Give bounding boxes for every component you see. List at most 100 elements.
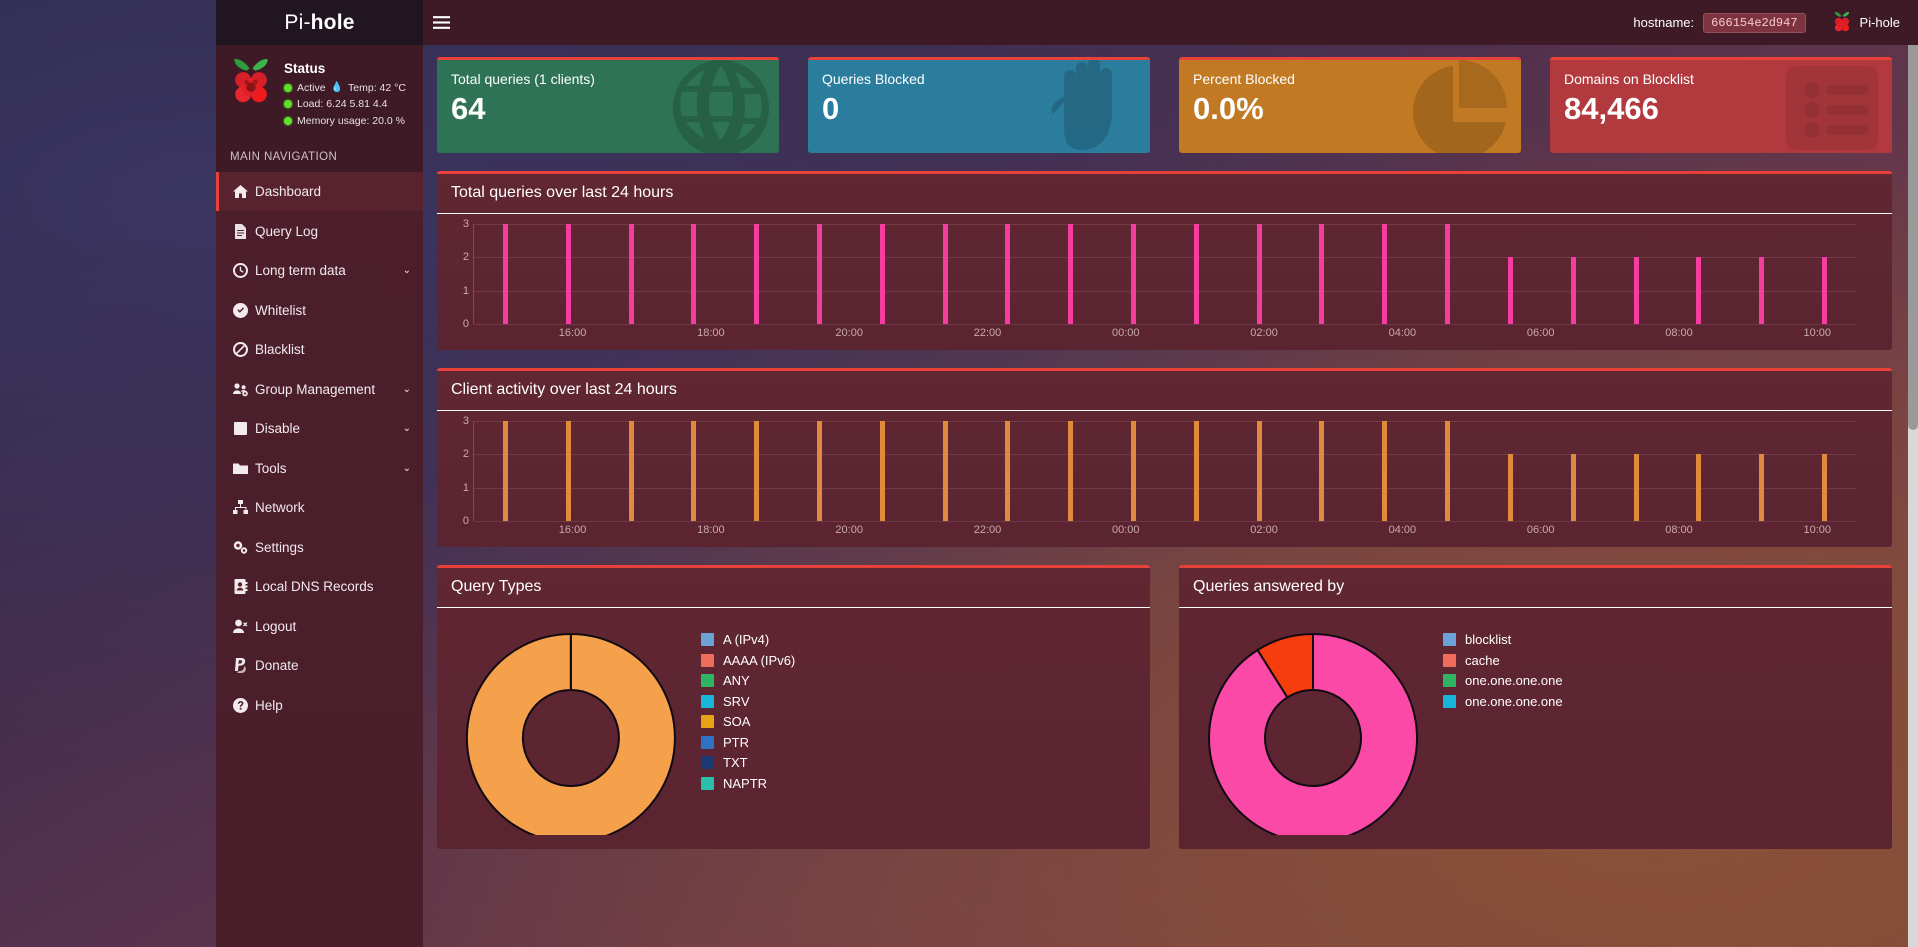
bar-slot[interactable] xyxy=(1416,421,1479,521)
bar[interactable] xyxy=(1821,454,1827,521)
bar[interactable] xyxy=(879,224,885,324)
bar-slot[interactable] xyxy=(1165,224,1228,324)
chart-total-queries[interactable]: 0 1 2 3 16:00 18:00 20:00 22:00 00:00 02:00 04:00 0… xyxy=(451,218,1878,342)
legend-item[interactable]: blocklist xyxy=(1443,632,1878,647)
scrollbar-thumb[interactable] xyxy=(1908,0,1918,430)
bar[interactable] xyxy=(1445,224,1451,324)
bar[interactable] xyxy=(816,421,822,521)
bar-slot[interactable] xyxy=(1353,224,1416,324)
bar-slot[interactable] xyxy=(1291,421,1354,521)
bar[interactable] xyxy=(1256,224,1262,324)
bar[interactable] xyxy=(1570,257,1576,324)
bar-slot[interactable] xyxy=(537,224,600,324)
sidebar-item-disable[interactable]: Disable ⌄ xyxy=(216,409,423,449)
sidebar-item-long-term-data[interactable]: Long term data ⌄ xyxy=(216,251,423,291)
bar[interactable] xyxy=(1759,454,1765,521)
hamburger-icon[interactable] xyxy=(423,0,459,45)
sidebar-item-query-log[interactable]: Query Log xyxy=(216,211,423,251)
bar[interactable] xyxy=(942,224,948,324)
bar-slot[interactable] xyxy=(1667,224,1730,324)
bar[interactable] xyxy=(628,224,634,324)
stat-card-total-queries-1-clients-[interactable]: Total queries (1 clients) 64 xyxy=(437,57,779,153)
donut-queries-answered-by[interactable] xyxy=(1193,620,1433,835)
bar-slot[interactable] xyxy=(788,224,851,324)
sidebar-item-network[interactable]: Network xyxy=(216,488,423,528)
sidebar-item-group-management[interactable]: Group Management ⌄ xyxy=(216,369,423,409)
bar[interactable] xyxy=(942,421,948,521)
bar-slot[interactable] xyxy=(1102,224,1165,324)
bar-slot[interactable] xyxy=(1228,224,1291,324)
bar-slot[interactable] xyxy=(474,224,537,324)
bar-slot[interactable] xyxy=(1416,224,1479,324)
bar[interactable] xyxy=(1696,257,1702,324)
bar[interactable] xyxy=(816,224,822,324)
bar[interactable] xyxy=(565,421,571,521)
legend-item[interactable]: ANY xyxy=(701,673,1136,688)
bar[interactable] xyxy=(1005,224,1011,324)
sidebar-item-help[interactable]: Help xyxy=(216,685,423,725)
bar-slot[interactable] xyxy=(1228,421,1291,521)
bar[interactable] xyxy=(754,421,760,521)
stat-card-queries-blocked[interactable]: Queries Blocked 0 xyxy=(808,57,1150,153)
bar-slot[interactable] xyxy=(662,224,725,324)
bar[interactable] xyxy=(502,224,508,324)
bar[interactable] xyxy=(1131,224,1137,324)
bar[interactable] xyxy=(565,224,571,324)
bar-slot[interactable] xyxy=(977,421,1040,521)
legend-item[interactable]: one.one.one.one xyxy=(1443,673,1878,688)
sidebar-item-dashboard[interactable]: Dashboard xyxy=(216,171,423,212)
bar[interactable] xyxy=(691,224,697,324)
bar-slot[interactable] xyxy=(1479,421,1542,521)
brand-logo[interactable]: Pi-hole xyxy=(216,0,423,45)
bar-slot[interactable] xyxy=(914,421,977,521)
bar-slot[interactable] xyxy=(788,421,851,521)
legend-item[interactable]: SRV xyxy=(701,694,1136,709)
bar-slot[interactable] xyxy=(1039,224,1102,324)
stat-card-domains-on-blocklist[interactable]: Domains on Blocklist 84,466 xyxy=(1550,57,1892,153)
user-menu[interactable]: Pi-hole xyxy=(1831,11,1900,35)
bar[interactable] xyxy=(502,421,508,521)
bar-slot[interactable] xyxy=(1730,224,1793,324)
bar-slot[interactable] xyxy=(1605,421,1668,521)
bar[interactable] xyxy=(1068,224,1074,324)
bar-slot[interactable] xyxy=(1479,224,1542,324)
sidebar-item-logout[interactable]: Logout xyxy=(216,606,423,646)
bar-slot[interactable] xyxy=(1730,421,1793,521)
bar-slot[interactable] xyxy=(851,224,914,324)
legend-item[interactable]: SOA xyxy=(701,714,1136,729)
bar[interactable] xyxy=(1319,421,1325,521)
bar[interactable] xyxy=(1319,224,1325,324)
legend-item[interactable]: cache xyxy=(1443,653,1878,668)
bar-slot[interactable] xyxy=(1793,224,1856,324)
bar[interactable] xyxy=(1633,257,1639,324)
sidebar-item-blacklist[interactable]: Blacklist xyxy=(216,330,423,370)
bar[interactable] xyxy=(1005,421,1011,521)
bar-slot[interactable] xyxy=(977,224,1040,324)
bar-slot[interactable] xyxy=(725,224,788,324)
bar-slot[interactable] xyxy=(1102,421,1165,521)
bar-slot[interactable] xyxy=(1291,224,1354,324)
bar[interactable] xyxy=(1821,257,1827,324)
bar-slot[interactable] xyxy=(914,224,977,324)
page-scrollbar[interactable] xyxy=(1908,0,1918,947)
legend-item[interactable]: one.one.one.one xyxy=(1443,694,1878,709)
donut-query-types[interactable] xyxy=(451,620,691,835)
bar[interactable] xyxy=(628,421,634,521)
sidebar-item-donate[interactable]: Donate xyxy=(216,646,423,686)
bar[interactable] xyxy=(1131,421,1137,521)
bar-slot[interactable] xyxy=(600,224,663,324)
sidebar-item-tools[interactable]: Tools ⌄ xyxy=(216,448,423,488)
chart-client-activity[interactable]: 0 1 2 3 16:00 18:00 20:00 22:00 00:00 02:00 04:00 0… xyxy=(451,415,1878,539)
bar-slot[interactable] xyxy=(1542,224,1605,324)
bar[interactable] xyxy=(1068,421,1074,521)
bar[interactable] xyxy=(1382,421,1388,521)
legend-item[interactable]: NAPTR xyxy=(701,776,1136,791)
bar[interactable] xyxy=(1570,454,1576,521)
bar-slot[interactable] xyxy=(1353,421,1416,521)
sidebar-item-local-dns-records[interactable]: Local DNS Records xyxy=(216,567,423,607)
sidebar-item-settings[interactable]: Settings xyxy=(216,527,423,567)
bar-slot[interactable] xyxy=(474,421,537,521)
legend-item[interactable]: TXT xyxy=(701,755,1136,770)
bar[interactable] xyxy=(1696,454,1702,521)
bar[interactable] xyxy=(1382,224,1388,324)
